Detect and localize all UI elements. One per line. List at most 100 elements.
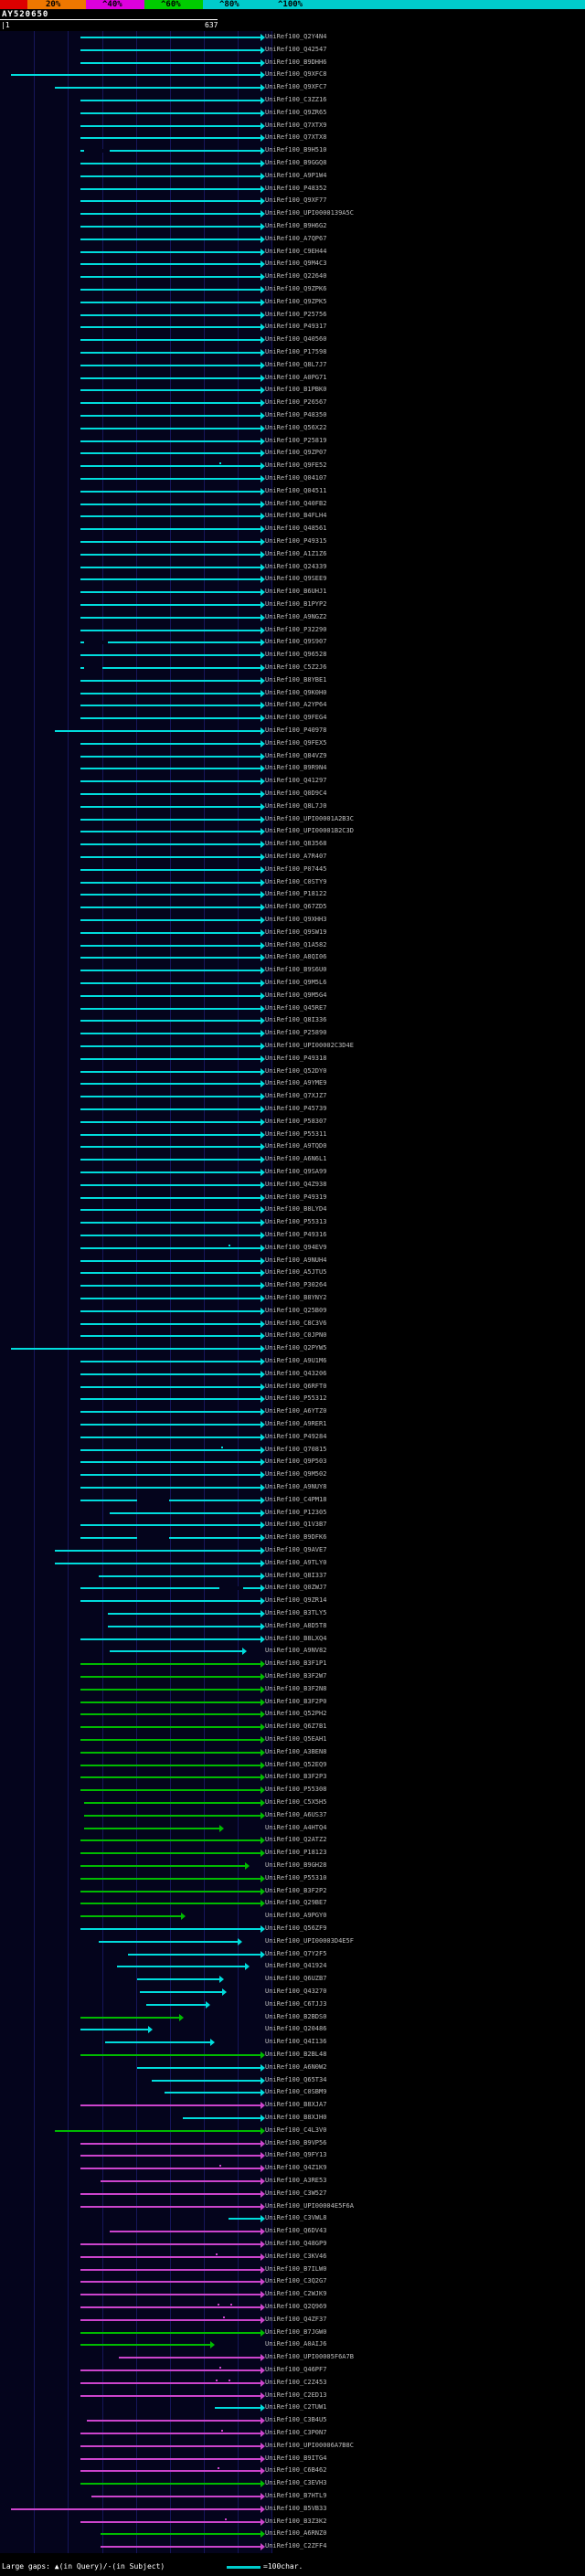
hit-label[interactable]: UniRef100_B8XJA7 bbox=[265, 2101, 327, 2109]
hit-label[interactable]: UniRef100_B1PYP2 bbox=[265, 600, 327, 608]
hit-label[interactable]: UniRef100_C4PM18 bbox=[265, 1495, 327, 1503]
hit-bar[interactable] bbox=[80, 2381, 261, 2384]
hit-bar[interactable] bbox=[108, 1625, 261, 1627]
hit-bar[interactable] bbox=[55, 2129, 261, 2132]
hit-bar[interactable] bbox=[80, 1499, 261, 1501]
hit-label[interactable]: UniRef100_Q5EAH1 bbox=[265, 1735, 327, 1743]
hit-bar[interactable] bbox=[80, 2444, 261, 2447]
hit-bar[interactable] bbox=[80, 1196, 261, 1199]
hit-label[interactable]: UniRef100_Q2Q969 bbox=[265, 2303, 327, 2310]
hit-label[interactable]: UniRef100_A9U1M6 bbox=[265, 1357, 327, 1364]
hit-bar[interactable] bbox=[80, 906, 261, 909]
hit-bar[interactable] bbox=[80, 1713, 261, 1716]
hit-bar[interactable] bbox=[80, 313, 261, 316]
hit-label[interactable]: UniRef100_P12305 bbox=[265, 1508, 327, 1516]
hit-label[interactable]: UniRef100_Q7XTX8 bbox=[265, 133, 327, 142]
hit-bar[interactable] bbox=[11, 2507, 261, 2510]
hit-bar[interactable] bbox=[80, 402, 261, 405]
hit-label[interactable]: UniRef100_C4L3V0 bbox=[265, 2125, 327, 2134]
hit-label[interactable]: UniRef100_Q9XF77 bbox=[265, 196, 327, 205]
hit-bar[interactable] bbox=[80, 679, 261, 682]
hit-bar[interactable] bbox=[80, 755, 261, 758]
hit-label[interactable]: UniRef100_Q2PYW5 bbox=[265, 1344, 327, 1352]
hit-bar[interactable] bbox=[80, 2268, 261, 2271]
hit-bar[interactable] bbox=[80, 276, 261, 279]
hit-bar[interactable] bbox=[80, 61, 261, 64]
hit-label[interactable]: UniRef100_Q43206 bbox=[265, 1369, 327, 1377]
hit-label[interactable]: UniRef100_Q9M502 bbox=[265, 1470, 327, 1479]
hit-bar[interactable] bbox=[55, 87, 261, 90]
hit-bar[interactable] bbox=[11, 1348, 261, 1351]
hit-label[interactable]: UniRef100_B8XJH0 bbox=[265, 2114, 327, 2121]
hit-label[interactable]: UniRef100_B2BL48 bbox=[265, 2051, 327, 2058]
hit-label[interactable]: UniRef100_Q9SEE9 bbox=[265, 575, 327, 583]
hit-label[interactable]: UniRef100_Q7XJZ7 bbox=[265, 1092, 327, 1100]
hit-bar[interactable] bbox=[80, 326, 261, 329]
hit-label[interactable]: UniRef100_P30264 bbox=[265, 1281, 327, 1289]
hit-bar[interactable] bbox=[80, 1361, 261, 1362]
hit-bar[interactable] bbox=[80, 1424, 261, 1426]
hit-bar[interactable] bbox=[80, 591, 261, 594]
hit-label[interactable]: UniRef100_Q67ZD5 bbox=[265, 903, 327, 911]
hit-label[interactable]: UniRef100_Q29BE7 bbox=[265, 1899, 327, 1907]
hit-label[interactable]: UniRef100_B3F2P3 bbox=[265, 1773, 327, 1781]
hit-label[interactable]: UniRef100_Q8L7J0 bbox=[265, 801, 327, 810]
hit-label[interactable]: UniRef100_A5JTU5 bbox=[265, 1268, 327, 1277]
hit-bar[interactable] bbox=[137, 2066, 261, 2069]
hit-bar[interactable] bbox=[80, 1890, 261, 1892]
hit-label[interactable]: UniRef100_P45739 bbox=[265, 1105, 327, 1112]
hit-bar[interactable] bbox=[80, 150, 261, 153]
hit-label[interactable]: UniRef100_C3EVH3 bbox=[265, 2479, 327, 2487]
hit-label[interactable]: UniRef100_P49316 bbox=[265, 1231, 327, 1238]
hit-bar[interactable] bbox=[80, 352, 261, 354]
hit-label[interactable]: UniRef100_Q6DV43 bbox=[265, 2227, 327, 2235]
hit-label[interactable]: UniRef100_B8YBE1 bbox=[265, 675, 327, 684]
hit-label[interactable]: UniRef100_B3F2P2 bbox=[265, 1886, 327, 1894]
hit-label[interactable]: UniRef100_Q56X22 bbox=[265, 423, 327, 431]
hit-label[interactable]: UniRef100_A9RER1 bbox=[265, 1420, 327, 1427]
hit-label[interactable]: UniRef100_C0SBM9 bbox=[265, 2088, 327, 2096]
hit-label[interactable]: UniRef100_Q43270 bbox=[265, 1988, 327, 1995]
hit-label[interactable]: UniRef100_Q4I136 bbox=[265, 2038, 327, 2046]
hit-bar[interactable] bbox=[108, 1613, 261, 1615]
hit-bar[interactable] bbox=[80, 2168, 261, 2170]
hit-label[interactable]: UniRef100_B4FLH4 bbox=[265, 512, 327, 520]
hit-label[interactable]: UniRef100_P55312 bbox=[265, 1394, 327, 1403]
hit-bar[interactable] bbox=[80, 1688, 261, 1691]
hit-label[interactable]: UniRef100_A0PG71 bbox=[265, 373, 327, 381]
hit-bar[interactable] bbox=[80, 503, 261, 505]
hit-bar[interactable] bbox=[80, 2029, 148, 2031]
hit-label[interactable]: UniRef100_C3P0N7 bbox=[265, 2429, 327, 2436]
hit-bar[interactable] bbox=[80, 2192, 261, 2195]
hit-bar[interactable] bbox=[80, 1587, 261, 1590]
hit-label[interactable]: UniRef100_C3KV46 bbox=[265, 2252, 327, 2260]
hit-bar[interactable] bbox=[110, 1650, 242, 1653]
hit-label[interactable]: UniRef100_C5Z2J6 bbox=[265, 663, 327, 671]
hit-label[interactable]: UniRef100_P58307 bbox=[265, 1117, 327, 1125]
hit-label[interactable]: UniRef100_Q9FY13 bbox=[265, 2151, 327, 2159]
hit-label[interactable]: UniRef100_C3B4U5 bbox=[265, 2416, 327, 2424]
hit-label[interactable]: UniRef100_UPI00005F6A7B bbox=[265, 2353, 354, 2361]
hit-bar[interactable] bbox=[80, 528, 261, 531]
hit-bar[interactable] bbox=[55, 730, 261, 732]
hit-label[interactable]: UniRef100_Q7Y2F5 bbox=[265, 1949, 327, 1957]
hit-bar[interactable] bbox=[80, 856, 261, 858]
hit-bar[interactable] bbox=[80, 226, 261, 228]
hit-label[interactable]: UniRef100_Q04107 bbox=[265, 474, 327, 482]
hit-bar[interactable] bbox=[110, 2231, 261, 2233]
hit-label[interactable]: UniRef100_B3F2P0 bbox=[265, 1697, 327, 1705]
hit-label[interactable]: UniRef100_P49284 bbox=[265, 1432, 327, 1440]
hit-label[interactable]: UniRef100_Q24339 bbox=[265, 562, 327, 570]
hit-bar[interactable] bbox=[80, 1764, 261, 1766]
hit-label[interactable]: UniRef100_Q83568 bbox=[265, 840, 327, 848]
hit-bar[interactable] bbox=[80, 1537, 261, 1540]
hit-label[interactable]: UniRef100_Q41297 bbox=[265, 777, 327, 785]
hit-bar[interactable] bbox=[80, 1133, 261, 1136]
hit-bar[interactable] bbox=[80, 213, 261, 216]
hit-bar[interactable] bbox=[99, 1574, 261, 1577]
hit-bar[interactable] bbox=[80, 1259, 261, 1262]
hit-label[interactable]: UniRef100_Q40560 bbox=[265, 335, 327, 344]
hit-bar[interactable] bbox=[80, 1865, 245, 1867]
hit-label[interactable]: UniRef100_P26567 bbox=[265, 398, 327, 407]
hit-bar[interactable] bbox=[80, 2054, 261, 2056]
